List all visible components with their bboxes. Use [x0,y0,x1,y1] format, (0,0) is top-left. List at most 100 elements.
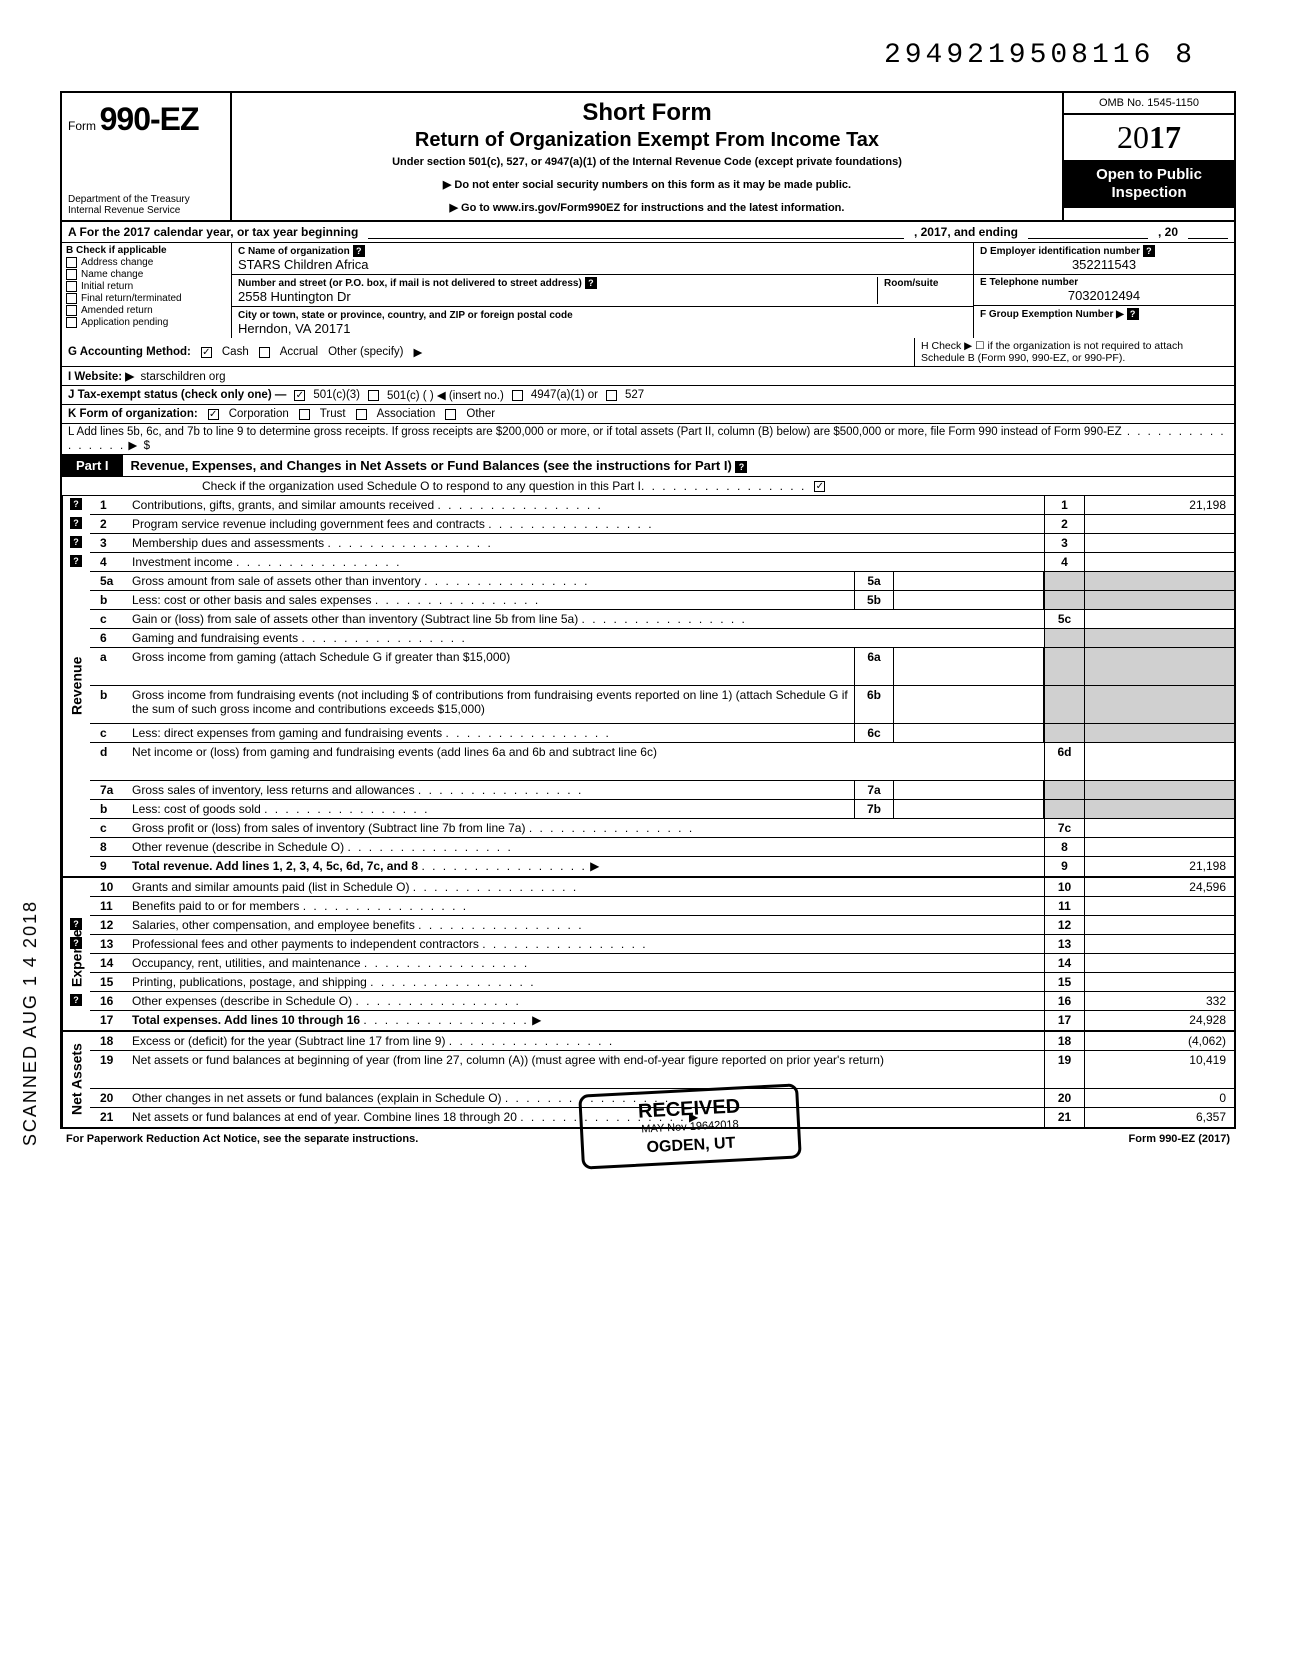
help-icon[interactable]: ? [585,277,597,289]
table-row: cGross profit or (loss) from sales of in… [90,819,1234,838]
checkbox-501c3[interactable] [294,390,305,401]
checkbox-other-org[interactable] [445,409,456,420]
help-icon[interactable]: ? [70,536,82,548]
website-value: starschildren org [141,371,226,383]
phone-label: E Telephone number [980,277,1228,288]
street-label: Number and street (or P.O. box, if mail … [238,278,582,289]
table-row: ?3Membership dues and assessments 3 [90,534,1234,553]
part-tag: Part I [62,455,123,476]
checkbox-association[interactable] [356,409,367,420]
line-l: L Add lines 5b, 6c, and 7b to line 9 to … [62,424,1234,454]
paperwork-notice: For Paperwork Reduction Act Notice, see … [66,1133,418,1145]
line-h: H Check ▶ ☐ if the organization is not r… [914,338,1234,366]
form-header: Form 990-EZ Department of the Treasury I… [60,91,1236,222]
ein-label: D Employer identification number ? [980,245,1228,257]
phone-value: 7032012494 [980,288,1228,303]
help-icon[interactable]: ? [353,245,365,257]
instruction-2: Go to www.irs.gov/Form990EZ for instruct… [242,201,1052,214]
checkbox-initial-return[interactable] [66,281,77,292]
table-row: 18Excess or (deficit) for the year (Subt… [90,1032,1234,1051]
table-row: 14Occupancy, rent, utilities, and mainte… [90,954,1234,973]
help-icon[interactable]: ? [70,918,82,930]
room-label: Room/suite [884,278,938,289]
form-prefix: Form [68,119,96,133]
table-row: 8Other revenue (describe in Schedule O) … [90,838,1234,857]
form-ref: Form 990-EZ (2017) [1129,1133,1230,1145]
short-form-title: Short Form [242,99,1052,127]
checkbox-address-change[interactable] [66,257,77,268]
table-row: cGain or (loss) from sale of assets othe… [90,610,1234,629]
org-name-value: STARS Children Africa [238,257,369,272]
table-row: ?2Program service revenue including gove… [90,515,1234,534]
revenue-label: Revenue [62,496,90,876]
table-row: 6Gaming and fundraising events [90,629,1234,648]
table-row: bLess: cost of goods sold 7b [90,800,1234,819]
table-row: 17Total expenses. Add lines 10 through 1… [90,1011,1234,1030]
help-icon[interactable]: ? [70,555,82,567]
section-b-title: B Check if applicable [66,245,227,256]
line-j-label: J Tax-exempt status (check only one) — [68,389,286,401]
revenue-table: Revenue ?1Contributions, gifts, grants, … [60,496,1236,878]
checkbox-app-pending[interactable] [66,317,77,328]
expenses-label: Expenses [62,878,90,1030]
table-row: ?1Contributions, gifts, grants, and simi… [90,496,1234,515]
help-icon[interactable]: ? [70,498,82,510]
help-icon[interactable]: ? [70,937,82,949]
row-a-tax-year: A For the 2017 calendar year, or tax yea… [60,222,1236,243]
net-assets-label: Net Assets [62,1032,90,1127]
table-row: 15Printing, publications, postage, and s… [90,973,1234,992]
table-row: aGross income from gaming (attach Schedu… [90,648,1234,686]
table-row: ?4Investment income 4 [90,553,1234,572]
tax-year: 2017 [1064,115,1234,160]
org-info-grid: B Check if applicable Address change Nam… [60,243,1236,338]
instruction-1: Do not enter social security numbers on … [242,178,1052,191]
help-icon[interactable]: ? [1143,245,1155,257]
received-stamp: RECEIVED MAY Nov 19642018 OGDEN, UT [578,1083,802,1169]
table-row: 19Net assets or fund balances at beginni… [90,1051,1234,1089]
form-number: 990-EZ [100,101,199,137]
city-label: City or town, state or province, country… [238,310,573,321]
checkbox-accrual[interactable] [259,347,270,358]
table-row: ?12Salaries, other compensation, and emp… [90,916,1234,935]
part-title: Revenue, Expenses, and Changes in Net As… [123,458,1234,473]
checkbox-final-return[interactable] [66,293,77,304]
part-1-header: Part I Revenue, Expenses, and Changes in… [60,455,1236,477]
checkbox-cash[interactable] [201,347,212,358]
checkbox-name-change[interactable] [66,269,77,280]
line-g-label: G Accounting Method: [68,346,191,358]
group-exemption-label: F Group Exemption Number ▶ ? [980,308,1228,320]
table-row: 10Grants and similar amounts paid (list … [90,878,1234,897]
checkbox-4947[interactable] [512,390,523,401]
scanned-stamp: SCANNED AUG 1 4 2018 [20,900,41,1146]
table-row: cLess: direct expenses from gaming and f… [90,724,1234,743]
checkbox-corporation[interactable] [208,409,219,420]
table-row: dNet income or (loss) from gaming and fu… [90,743,1234,781]
table-row: 11Benefits paid to or for members 11 [90,897,1234,916]
table-row: bGross income from fundraising events (n… [90,686,1234,724]
checkbox-trust[interactable] [299,409,310,420]
department-label: Department of the Treasury Internal Reve… [68,194,190,216]
expenses-table: Expenses 10Grants and similar amounts pa… [60,878,1236,1032]
street-value: 2558 Huntington Dr [238,289,351,304]
return-title: Return of Organization Exempt From Incom… [242,129,1052,152]
schedule-o-check: Check if the organization used Schedule … [60,477,1236,496]
table-row: ?13Professional fees and other payments … [90,935,1234,954]
document-id: 2949219508116 8 [60,40,1236,71]
table-row: ?16Other expenses (describe in Schedule … [90,992,1234,1011]
subtitle: Under section 501(c), 527, or 4947(a)(1)… [242,156,1052,168]
table-row: 9Total revenue. Add lines 1, 2, 3, 4, 5c… [90,857,1234,876]
ein-value: 352211543 [980,257,1228,272]
help-icon[interactable]: ? [70,517,82,529]
line-k-label: K Form of organization: [68,408,198,420]
open-to-public: Open to Public Inspection [1064,160,1234,208]
checkbox-527[interactable] [606,390,617,401]
help-icon[interactable]: ? [1127,308,1139,320]
checkbox-amended[interactable] [66,305,77,316]
help-icon[interactable]: ? [70,994,82,1006]
checkbox-schedule-o[interactable] [814,481,825,492]
help-icon[interactable]: ? [735,461,747,473]
org-name-label: C Name of organization [238,246,350,257]
line-i-label: I Website: ▶ [68,371,134,383]
checkbox-501c[interactable] [368,390,379,401]
omb-number: OMB No. 1545-1150 [1064,93,1234,115]
